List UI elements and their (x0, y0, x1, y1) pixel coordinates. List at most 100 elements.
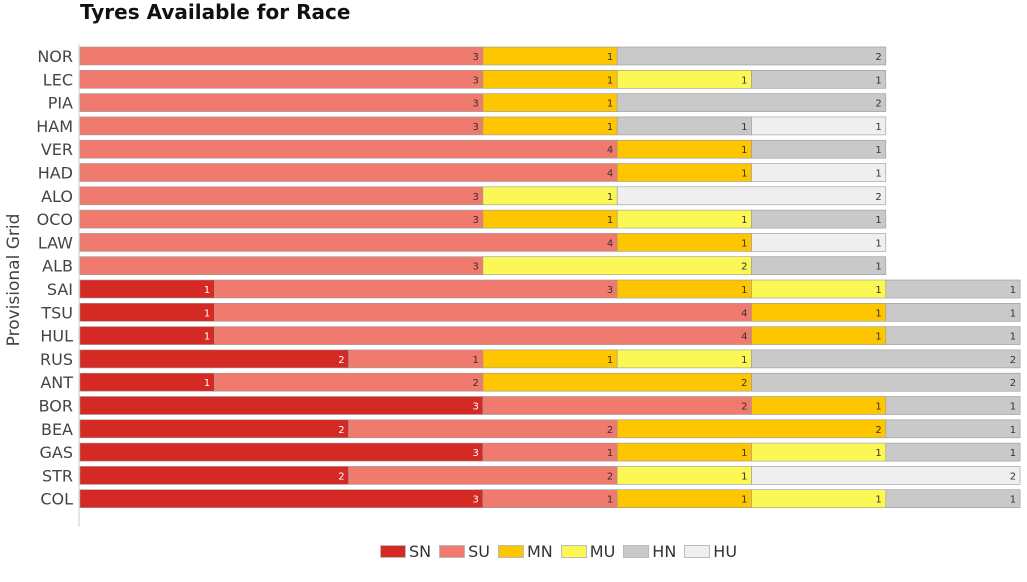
bar-segment-sn (79, 466, 349, 485)
bar-segment-hn (751, 349, 1021, 369)
bar-segment-su (482, 396, 752, 415)
chart-title: Tyres Available for Race (80, 0, 351, 24)
bar-segment-hu (751, 163, 887, 182)
bar-value-label: 1 (875, 215, 881, 226)
bar-value-label: 1 (741, 145, 747, 156)
bar-value-label: 1 (607, 495, 613, 506)
bar-value-label: 2 (473, 378, 479, 389)
bar-segment-hn (885, 419, 1021, 439)
bar-segment-mn (751, 396, 887, 415)
legend-label: SU (468, 541, 490, 561)
bar-value-label: 3 (473, 99, 479, 110)
driver-label: PIA (48, 94, 73, 113)
bar-segment-su (348, 349, 484, 369)
bar-value-label: 3 (473, 262, 479, 273)
bar-value-label: 1 (1010, 285, 1016, 296)
y-axis-label: Provisional Grid (4, 214, 24, 347)
bar-segment-hn (885, 279, 1021, 299)
bar-segment-su (79, 93, 484, 112)
bar-value-label: 1 (741, 215, 747, 226)
bar-value-label: 1 (741, 355, 747, 366)
driver-label: COL (40, 490, 73, 509)
bar-value-label: 3 (473, 215, 479, 226)
bar-segment-mn (482, 116, 618, 136)
bar-value-label: 3 (607, 285, 613, 296)
bar-segment-su (348, 466, 618, 485)
bars-layer: 3 1 2 3 1 1 1 3 1 2 3 1 1 1 4 1 1 4 1 1 3 1 2 3 1 1 1 4 1 1 3 2 1 1 3 1 1 1 1 4… (79, 46, 1021, 509)
bar-value-label: 3 (473, 495, 479, 506)
bar-segment-su (79, 163, 618, 182)
bar-segment-hn (616, 93, 887, 112)
bar-segment-mn (482, 372, 752, 392)
bar-value-label: 1 (875, 448, 881, 459)
driver-label: OCO (37, 210, 73, 229)
bar-value-label: 2 (875, 425, 881, 436)
legend-item-su: SU (439, 542, 490, 561)
bar-segment-sn (79, 326, 215, 345)
legend-swatch (439, 544, 466, 558)
bar-segment-sn (79, 442, 484, 462)
bar-value-label: 1 (1010, 308, 1016, 319)
legend-item-mu: MU (560, 541, 616, 561)
bar-segment-su (79, 116, 484, 136)
driver-label: STR (42, 466, 73, 485)
bar-value-label: 1 (875, 145, 881, 156)
bar-segment-hu (616, 186, 887, 206)
bar-segment-sn (79, 489, 484, 509)
bar-segment-sn (79, 302, 215, 322)
bar-segment-mu (751, 279, 887, 299)
bar-segment-su (79, 209, 484, 229)
driver-label: BOR (39, 397, 73, 416)
legend-item-sn: SN (380, 542, 431, 561)
bar-segment-su (79, 233, 618, 252)
bar-value-label: 1 (875, 238, 881, 249)
driver-label: HUL (40, 327, 73, 346)
bar-segment-sn (79, 396, 484, 415)
bar-segment-su (79, 139, 618, 159)
bar-segment-su (214, 302, 752, 322)
bar-value-label: 2 (741, 262, 747, 273)
bar-value-label: 1 (1010, 448, 1016, 459)
bar-segment-mu (616, 209, 752, 229)
bar-segment-mu (482, 186, 618, 206)
bar-value-label: 1 (1010, 402, 1016, 413)
bar-segment-su (214, 326, 752, 345)
bar-segment-hn (751, 139, 887, 159)
bar-segment-mn (751, 302, 887, 322)
bar-segment-hn (885, 396, 1021, 415)
bar-segment-mn (482, 93, 618, 112)
bar-value-label: 1 (741, 169, 747, 180)
bar-value-label: 4 (607, 238, 613, 249)
bar-value-label: 1 (607, 75, 613, 86)
bar-segment-mn (482, 70, 618, 89)
bar-value-label: 1 (607, 122, 613, 133)
bar-value-label: 1 (741, 285, 747, 296)
bar-value-label: 2 (875, 192, 881, 203)
bar-segment-hn (751, 209, 887, 229)
bar-value-label: 3 (473, 75, 479, 86)
legend-label: MU (589, 541, 616, 561)
legend-item-hn: HN (623, 542, 676, 561)
legend-label: HU (713, 541, 738, 561)
bar-value-label: 2 (1010, 378, 1016, 389)
bar-value-label: 1 (204, 332, 210, 343)
driver-label: VER (41, 140, 73, 159)
bar-value-label: 1 (875, 332, 881, 343)
bar-segment-hn (616, 116, 752, 136)
bar-value-label: 3 (473, 52, 479, 63)
legend-swatch (684, 544, 711, 558)
bar-segment-su (214, 372, 484, 392)
bar-value-label: 2 (1010, 355, 1016, 366)
bar-value-label: 1 (607, 52, 613, 63)
driver-label: TSU (40, 303, 73, 322)
bar-segment-su (482, 442, 618, 462)
bar-value-label: 2 (338, 425, 344, 436)
bar-value-label: 3 (473, 402, 479, 413)
bar-segment-mn (616, 163, 752, 182)
bar-segment-sn (79, 279, 215, 299)
bar-segment-mu (751, 442, 887, 462)
bar-value-label: 2 (607, 425, 613, 436)
bar-segment-mu (751, 489, 887, 509)
driver-label: SAI (47, 280, 73, 299)
driver-label: ALO (41, 187, 73, 206)
